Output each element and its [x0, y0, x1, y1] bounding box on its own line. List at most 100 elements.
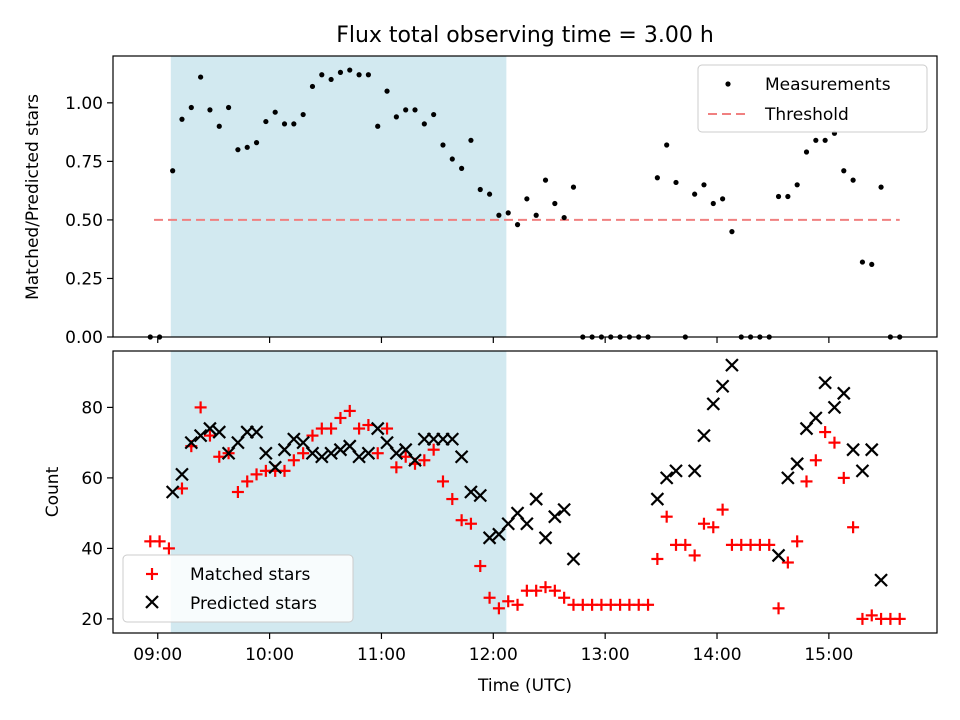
measurement-point [347, 67, 353, 73]
x-tick-label: 13:00 [581, 645, 630, 665]
bottom-plot-frame [112, 350, 938, 634]
predicted-star-point [697, 428, 711, 443]
measurement-point [198, 74, 204, 80]
measurement-point [813, 137, 819, 143]
x-tick-label: 11:00 [357, 645, 406, 665]
measurement-point [431, 111, 437, 118]
predicted-star-point [790, 457, 804, 471]
measurement-point [319, 72, 325, 78]
matched-star-point [381, 422, 394, 435]
matched-star-point [390, 461, 403, 474]
matched-star-point [175, 482, 188, 495]
measurement-point [253, 140, 260, 146]
predicted-star-point [324, 446, 338, 461]
matched-stars-series [144, 401, 906, 625]
legend-predicted-label: Predicted stars [190, 594, 317, 614]
predicted-star-point [445, 432, 460, 446]
measurement-point [272, 109, 278, 115]
matched-star-point [856, 612, 869, 625]
matched-star-point [539, 581, 552, 594]
bottom-y-tick-label: 80 [81, 398, 103, 418]
top-y-axis-label: Matched/Predicted stars [23, 94, 43, 300]
matched-star-point [679, 538, 692, 551]
predicted-star-point [175, 467, 189, 482]
measurement-point [225, 104, 232, 111]
matched-star-point [427, 443, 440, 456]
predicted-star-point [715, 379, 730, 394]
predicted-star-point [781, 471, 795, 485]
predicted-star-point [370, 421, 385, 436]
matched-star-point [865, 609, 878, 622]
legend-matched-label: Matched stars [190, 565, 310, 585]
measurement-point [477, 186, 483, 193]
predicted-star-point [352, 449, 366, 464]
predicted-star-point [566, 552, 581, 566]
measurement-point [179, 116, 185, 122]
measurement-point [692, 191, 698, 197]
measurement-point [654, 175, 660, 181]
measurement-point [803, 149, 810, 155]
x-tick-label: 10:00 [245, 645, 294, 665]
matched-star-point [511, 598, 524, 611]
measurements-series [147, 67, 903, 340]
predicted-star-point [212, 425, 227, 439]
predicted-star-point [659, 471, 674, 485]
matched-star-point [362, 419, 375, 432]
measurement-point [365, 72, 372, 78]
measurement-point [449, 156, 455, 162]
matched-star-point [828, 436, 841, 449]
matched-star-point [837, 471, 850, 484]
x-axis-label: Time (UTC) [477, 676, 572, 696]
matched-star-point [651, 552, 664, 565]
top-y-tick-label: 0.75 [65, 152, 103, 172]
predicted-star-point [268, 460, 282, 475]
predicted-star-point [855, 464, 870, 478]
bottom-y-tick-label: 40 [81, 539, 103, 559]
measurement-point [188, 104, 194, 111]
predicted-star-point [520, 516, 534, 531]
matched-star-point [436, 475, 449, 488]
measurement-point [664, 142, 670, 148]
predicted-star-point [846, 442, 860, 457]
predicted-stars-series [165, 358, 888, 587]
matched-star-point [688, 549, 701, 562]
matched-star-point [791, 535, 804, 548]
predicted-star-point [827, 400, 842, 415]
measurement-point [216, 123, 222, 129]
measurement-point [794, 182, 800, 188]
predicted-star-point [818, 375, 832, 390]
predicted-star-point [687, 464, 702, 478]
measurement-point [859, 259, 866, 265]
matched-star-point [194, 401, 207, 414]
matched-star-point [297, 447, 310, 460]
predicted-star-point [482, 531, 497, 545]
predicted-star-point [389, 446, 404, 461]
measurement-point [524, 196, 530, 202]
measurement-point [459, 165, 465, 171]
matched-star-point [548, 584, 561, 597]
matched-star-point [399, 450, 412, 463]
predicted-star-point [315, 449, 329, 464]
bottom-legend: Matched stars Predicted stars [122, 554, 354, 623]
bottom-y-tick-label: 20 [81, 610, 103, 630]
measurement-point [850, 177, 856, 183]
matched-star-point [231, 486, 244, 498]
measurement-point [440, 142, 446, 148]
matched-star-point [343, 404, 356, 417]
measurement-point [561, 214, 567, 221]
matched-star-point [809, 454, 822, 467]
matched-star-point [418, 454, 431, 467]
top-observing-span [170, 56, 507, 337]
matched-star-point [455, 514, 468, 527]
measurement-point [263, 118, 269, 125]
measurement-point [375, 123, 381, 129]
matched-star-point [334, 411, 347, 424]
matched-star-point [642, 598, 655, 611]
matched-star-point [203, 429, 216, 442]
measurement-point [468, 137, 474, 143]
predicted-star-point [249, 425, 264, 439]
measurement-point [673, 179, 679, 186]
measurement-point [869, 261, 875, 268]
measurement-point [412, 107, 418, 113]
matched-star-point [474, 560, 487, 573]
